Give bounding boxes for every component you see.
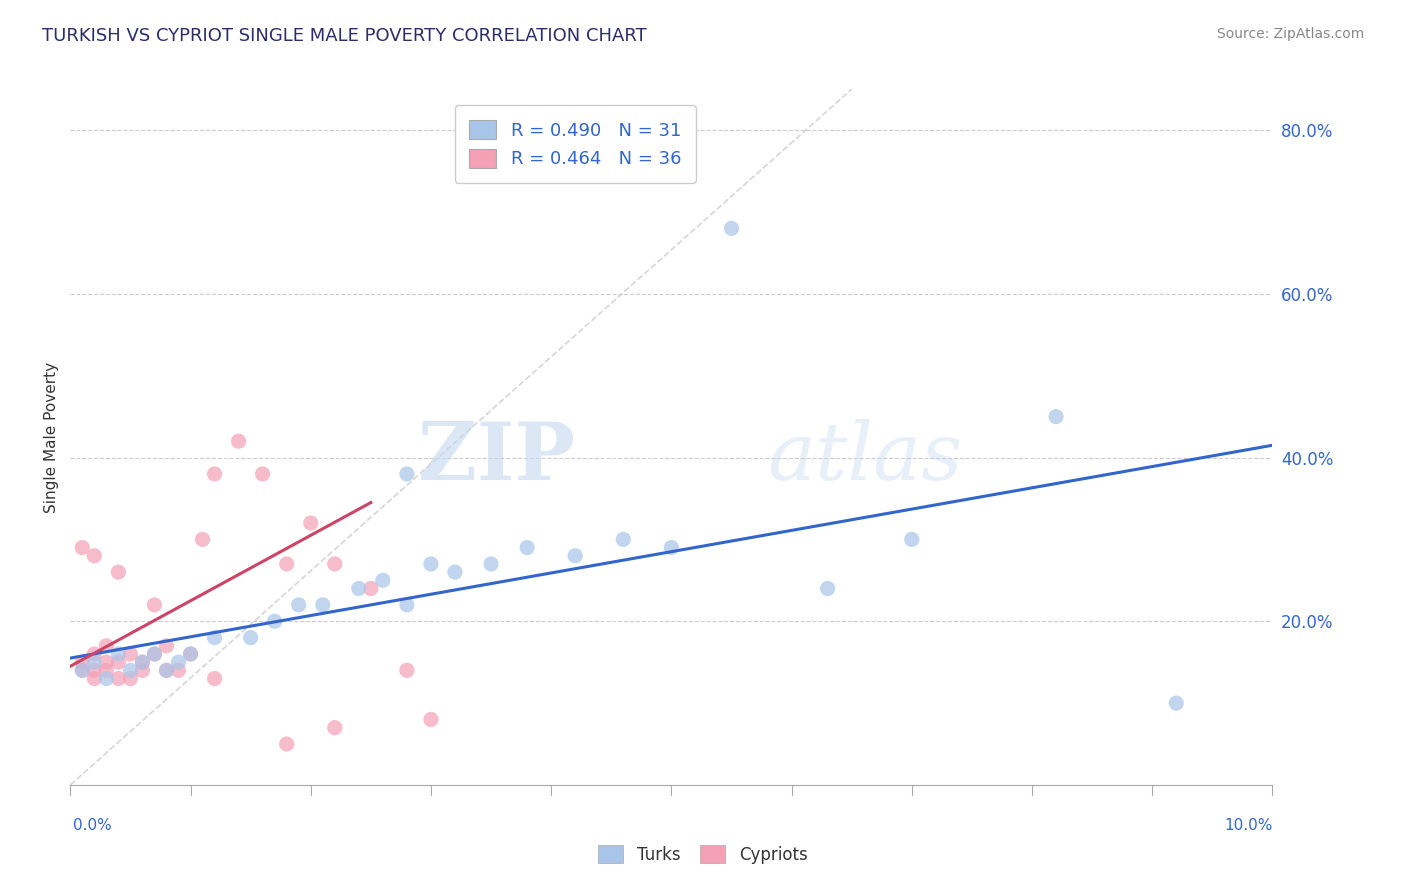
Text: 0.0%: 0.0% [73,818,112,832]
Point [516,541,538,555]
Point [72,664,94,678]
Point [131,655,153,669]
Point [276,557,298,571]
Point [143,647,166,661]
Point [360,582,382,596]
Point [72,655,94,669]
Point [96,664,118,678]
Point [444,565,467,579]
Point [120,672,142,686]
Text: TURKISH VS CYPRIOT SINGLE MALE POVERTY CORRELATION CHART: TURKISH VS CYPRIOT SINGLE MALE POVERTY C… [42,27,647,45]
Point [661,541,683,555]
Point [83,672,105,686]
Point [420,557,443,571]
Point [83,664,105,678]
Point [612,533,634,547]
Point [96,639,118,653]
Point [252,467,274,481]
Text: ZIP: ZIP [418,419,575,497]
Point [83,647,105,661]
Point [323,557,346,571]
Text: atlas: atlas [768,419,963,497]
Point [420,713,443,727]
Point [107,672,129,686]
Legend: R = 0.490   N = 31, R = 0.464   N = 36: R = 0.490 N = 31, R = 0.464 N = 36 [454,105,696,183]
Point [239,631,262,645]
Point [72,541,94,555]
Point [287,598,309,612]
Legend: Turks, Cypriots: Turks, Cypriots [592,838,814,871]
Point [155,639,177,653]
Point [72,664,94,678]
Point [96,655,118,669]
Point [395,598,418,612]
Point [83,655,105,669]
Point [817,582,839,596]
Point [131,664,153,678]
Point [120,647,142,661]
Text: 10.0%: 10.0% [1225,818,1272,832]
Point [347,582,370,596]
Point [167,664,190,678]
Point [107,647,129,661]
Point [143,647,166,661]
Point [120,664,142,678]
Point [479,557,502,571]
Point [395,664,418,678]
Point [191,533,214,547]
Point [180,647,202,661]
Point [204,467,226,481]
Point [564,549,586,563]
Point [312,598,335,612]
Point [204,672,226,686]
Point [180,647,202,661]
Point [204,631,226,645]
Point [395,467,418,481]
Point [299,516,322,530]
Point [155,664,177,678]
Point [107,565,129,579]
Point [1045,409,1067,424]
Point [107,655,129,669]
Point [155,664,177,678]
Point [131,655,153,669]
Point [167,655,190,669]
Point [901,533,924,547]
Point [1166,696,1188,710]
Point [228,434,250,449]
Point [83,549,105,563]
Point [263,614,285,628]
Point [720,221,742,235]
Point [371,574,394,588]
Point [96,672,118,686]
Point [323,721,346,735]
Text: Source: ZipAtlas.com: Source: ZipAtlas.com [1216,27,1364,41]
Point [276,737,298,751]
Y-axis label: Single Male Poverty: Single Male Poverty [44,361,59,513]
Point [143,598,166,612]
